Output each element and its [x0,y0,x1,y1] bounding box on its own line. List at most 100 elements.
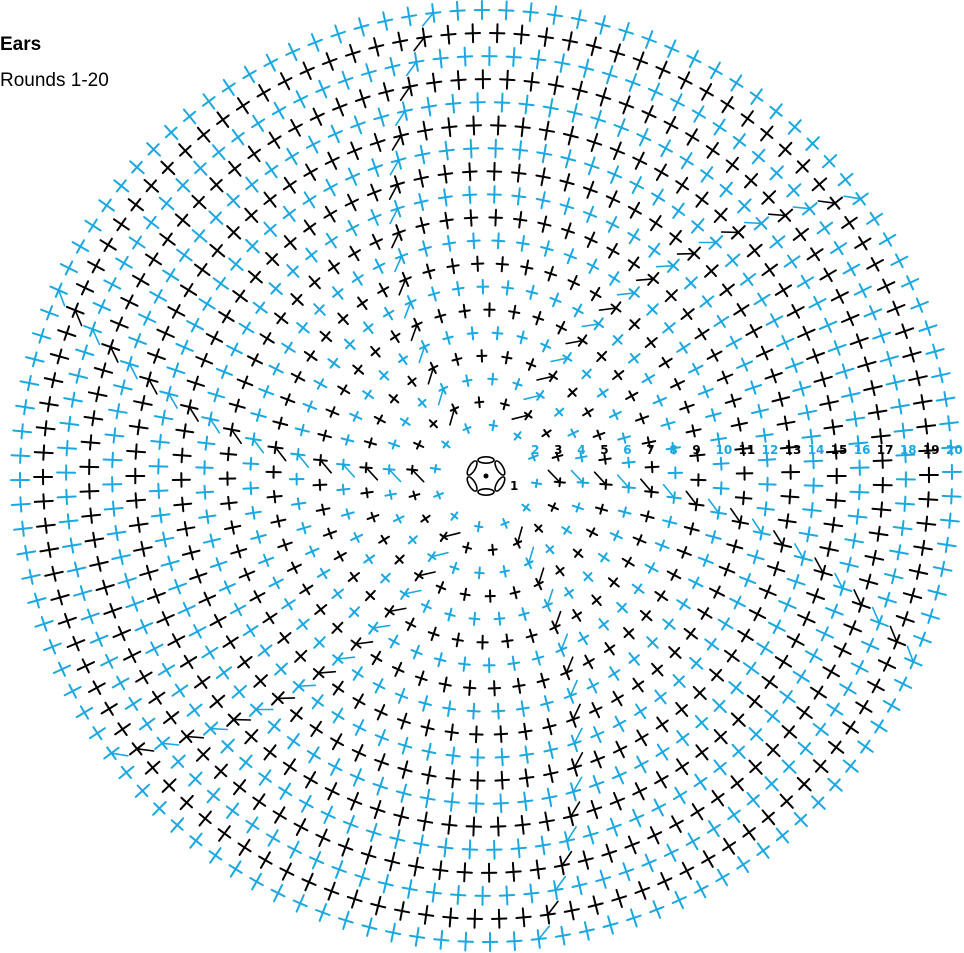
stitch-mark [785,417,787,431]
stitch-mark [399,356,407,362]
stitch-mark [531,869,545,871]
stitch-mark [549,84,563,87]
stitch-mark [600,505,603,514]
stitch-mark [608,248,619,254]
stitch-mark [633,681,643,688]
stitch-mark [284,763,296,771]
stitch-mark [459,664,470,665]
stitch-mark [650,219,661,227]
stitch-mark [859,485,860,499]
stitch-mark [443,337,452,340]
stitch-mark [439,196,452,198]
stitch-mark [322,505,324,515]
stitch-mark [24,400,26,414]
stitch-mark [182,449,183,463]
stitch-mark [517,243,529,245]
stitch-mark [629,207,641,214]
increase-mark [412,470,424,482]
stitch-mark [264,195,275,204]
increase-mark [769,214,786,215]
stitch-mark [446,103,460,104]
stitch-mark [443,243,455,245]
stitch-mark [138,518,140,532]
stitch-mark [469,803,483,804]
stitch-mark [147,217,156,229]
stitch-mark [527,291,538,294]
stitch-mark [173,305,180,318]
stitch-mark [707,146,719,154]
stitch-mark [264,59,277,66]
stitch-mark [284,181,296,189]
increase-mark [401,87,410,101]
stitch-mark [45,519,47,533]
stitch-mark [210,851,222,859]
stitch-mark [313,698,324,706]
round-label-20: 20 [946,443,963,457]
stitch-mark [71,538,73,552]
round-label-8: 8 [669,443,677,457]
stitch-mark [158,459,159,473]
stitch-mark [623,433,626,442]
stitch-mark [239,843,251,851]
stitch-mark [463,849,477,850]
stitch-mark [464,427,471,430]
round-label-4: 4 [577,443,585,457]
stitch-mark [757,846,769,855]
stitch-mark [475,526,482,527]
stitch-mark [323,431,326,441]
stitch-mark [844,683,851,695]
increase-mark [562,852,571,866]
stitch-mark [184,424,186,438]
stitch-mark [445,801,459,802]
stitch-mark [162,411,165,425]
stitch-mark [492,919,506,920]
stitch-mark [737,861,749,869]
stitch-mark [674,792,686,800]
center-ring [465,457,506,495]
stitch-mark [475,573,484,574]
stitch-mark [500,895,514,896]
stitch-mark [460,310,470,311]
stitch-mark [304,196,316,204]
stitch-mark [266,166,278,174]
stitch-mark [631,182,644,189]
stitch-mark [331,738,343,745]
stitch-mark [520,754,533,756]
increase-mark [211,729,228,730]
stitch-mark [494,803,508,804]
stitch-mark [136,444,137,458]
stitch-mark [160,508,162,522]
stitch-mark [680,343,687,353]
stitch-mark [194,625,201,638]
magic-ring-stitch [478,457,494,463]
stitch-mark [445,613,454,616]
increase-mark [407,62,417,76]
stitch-mark [289,124,302,131]
stitch-mark [470,734,483,735]
stitch-mark [288,846,301,853]
stitch-mark [670,821,683,828]
stitch-mark [512,172,526,174]
stitch-mark [671,99,684,106]
stitch-mark [556,934,570,936]
stitch-mark [320,480,321,490]
stitch-mark [251,458,252,470]
round-label-6: 6 [623,443,631,457]
stitch-mark [536,480,537,487]
stitch-mark [427,82,441,84]
stitch-mark [198,676,207,688]
stitch-mark [253,798,265,806]
stitch-mark [440,150,454,152]
stitch-mark [527,635,537,638]
stitch-mark [695,886,708,893]
stitch-mark [347,509,350,518]
stitch-mark [652,804,665,811]
stitch-mark [723,285,731,296]
stitch-mark [949,514,950,528]
stitch-mark [277,516,279,527]
stitch-mark [463,195,476,196]
stitch-mark [825,269,832,281]
stitch-mark [274,491,275,502]
stitch-mark [190,836,201,845]
stitch-mark [747,663,755,675]
